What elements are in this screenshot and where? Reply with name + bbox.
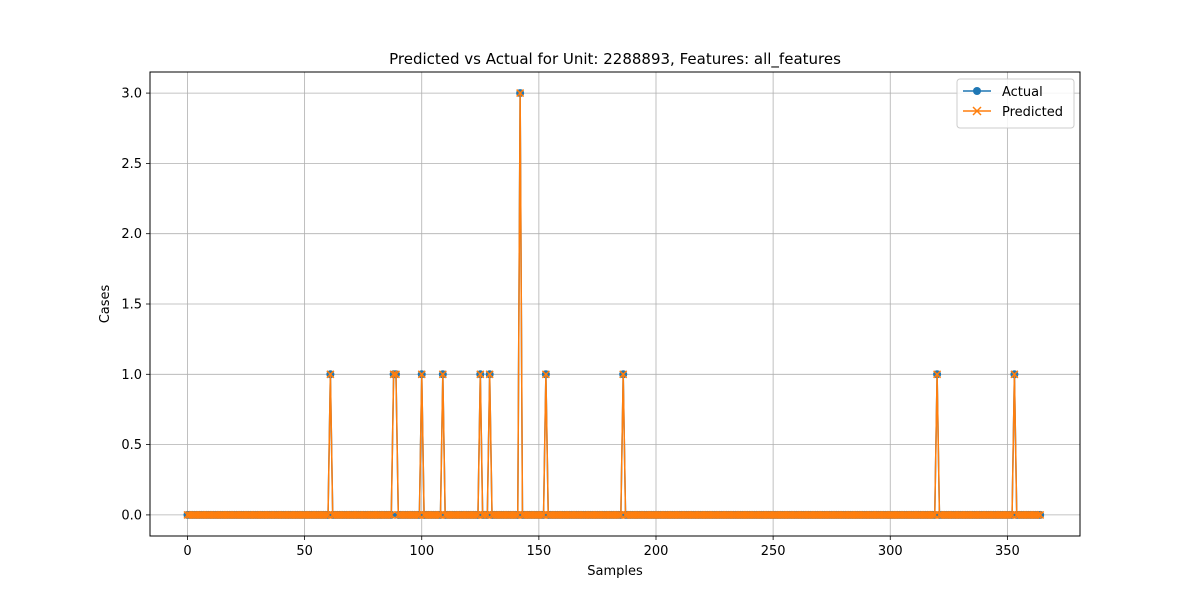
data-point-predicted	[511, 510, 520, 519]
x-axis-label: Samples	[587, 564, 643, 579]
data-point-predicted	[614, 510, 623, 519]
data-point-predicted	[471, 510, 480, 519]
data-point-predicted	[619, 370, 628, 379]
data-point-predicted	[480, 510, 490, 519]
chart-title: Predicted vs Actual for Unit: 2288893, F…	[389, 50, 841, 69]
legend-label-actual: Actual	[1002, 85, 1043, 100]
x-tick-label: 50	[296, 544, 313, 559]
y-tick-label: 2.5	[121, 157, 142, 172]
y-tick-label: 1.0	[121, 368, 142, 383]
legend-label-predicted: Predicted	[1002, 105, 1063, 120]
y-tick-label: 0.5	[121, 438, 142, 453]
x-tick-label: 250	[761, 544, 786, 559]
legend-entry-actual: Actual	[963, 85, 1043, 100]
legend-entry-predicted: Predicted	[963, 105, 1063, 120]
y-tick-label: 1.5	[121, 298, 142, 313]
data-point-predicted	[1010, 370, 1019, 379]
data-point-predicted	[438, 370, 447, 379]
data-point-predicted	[387, 510, 396, 519]
data-point-predicted	[933, 370, 942, 379]
y-tick-label: 0.0	[121, 508, 142, 523]
axis-ticks: 0 50 100 150 200 250 300 350 0.0 0.5 1.0 1.5 2.0 2.5 3…	[121, 87, 1019, 559]
y-axis-label: Cases	[98, 284, 113, 323]
y-tick-label: 2.0	[121, 227, 142, 242]
data-point-predicted	[391, 370, 401, 379]
legend-marker-actual	[973, 87, 981, 95]
data-point-predicted	[537, 510, 546, 519]
data-point-predicted	[413, 510, 422, 519]
data-point-predicted	[485, 370, 494, 379]
data-point-predicted	[389, 370, 398, 379]
data-point-predicted	[1036, 510, 1045, 519]
data-point-predicted	[476, 370, 485, 379]
data-point-predicted	[321, 510, 330, 519]
legend-marker-predicted	[972, 106, 982, 116]
data-point-predicted	[516, 89, 525, 98]
legend: Actual Predicted	[956, 78, 1075, 129]
data-point-predicted	[1033, 510, 1042, 519]
x-tick-label: 200	[644, 544, 669, 559]
data-point-predicted	[928, 510, 937, 519]
data-point-predicted	[384, 510, 393, 519]
y-tick-label: 3.0	[121, 87, 142, 102]
data-point-predicted	[434, 510, 443, 519]
data-point-predicted	[326, 370, 335, 379]
data-point-predicted	[1005, 510, 1014, 519]
x-tick-label: 0	[183, 544, 191, 559]
series-predicted	[183, 89, 1045, 519]
x-tick-label: 350	[995, 544, 1020, 559]
x-tick-label: 150	[526, 544, 551, 559]
data-point-predicted	[417, 370, 426, 379]
x-tick-label: 300	[878, 544, 903, 559]
data-point-predicted	[541, 370, 550, 379]
plot-series	[183, 89, 1045, 519]
x-tick-label: 100	[409, 544, 434, 559]
